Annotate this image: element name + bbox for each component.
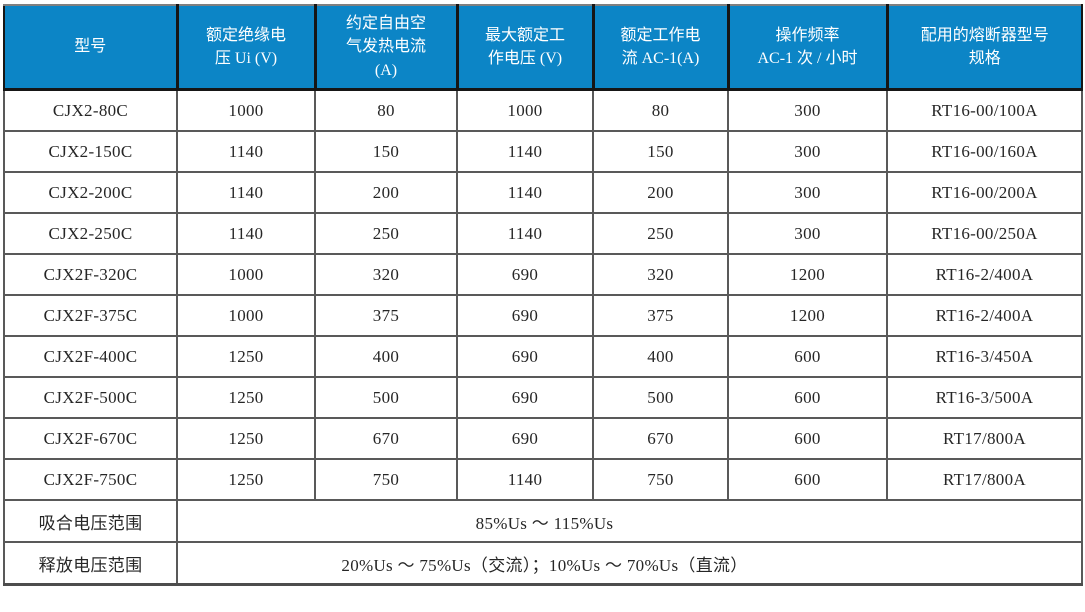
cell: 375 bbox=[592, 294, 729, 337]
cell: 150 bbox=[314, 130, 458, 173]
cell: 1000 bbox=[456, 88, 594, 132]
cell: 400 bbox=[314, 335, 458, 378]
cell: 600 bbox=[727, 376, 888, 419]
cell: 1250 bbox=[176, 458, 316, 501]
model-cell: CJX2F-750C bbox=[3, 458, 178, 501]
cell: 300 bbox=[727, 130, 888, 173]
cell: 600 bbox=[727, 458, 888, 501]
model-cell: CJX2F-400C bbox=[3, 335, 178, 378]
cell: 1250 bbox=[176, 335, 316, 378]
cell: 200 bbox=[314, 171, 458, 214]
cell: 670 bbox=[314, 417, 458, 460]
cell: 1200 bbox=[727, 253, 888, 296]
table-row: CJX2F-500C 1250 500 690 500 600 RT16-3/5… bbox=[3, 376, 1083, 419]
cell: 1250 bbox=[176, 376, 316, 419]
release-voltage-row: 释放电压范围 20%Us ～ 75%Us（交流）；10%Us ～ 70%Us（直… bbox=[3, 541, 1083, 586]
table-row: CJX2F-400C 1250 400 690 400 600 RT16-3/4… bbox=[3, 335, 1083, 378]
fuse-cell: RT16-00/100A bbox=[886, 88, 1083, 132]
cell: 1140 bbox=[176, 212, 316, 255]
col-header-model: 型号 bbox=[3, 4, 179, 91]
model-cell: CJX2-80C bbox=[3, 88, 178, 132]
model-cell: CJX2F-670C bbox=[3, 417, 178, 460]
cell: 1250 bbox=[176, 417, 316, 460]
cell: 600 bbox=[727, 335, 888, 378]
table-row: CJX2-80C 1000 80 1000 80 300 RT16-00/100… bbox=[3, 88, 1083, 132]
fuse-cell: RT16-00/200A bbox=[886, 171, 1083, 214]
cell: 200 bbox=[592, 171, 729, 214]
cell: 1000 bbox=[176, 253, 316, 296]
cell: 1140 bbox=[456, 171, 594, 214]
release-voltage-label: 释放电压范围 bbox=[3, 541, 178, 586]
cell: 690 bbox=[456, 335, 594, 378]
col-header-operation-frequency: 操作频率 AC-1 次 / 小时 bbox=[726, 4, 889, 91]
fuse-cell: RT16-3/500A bbox=[886, 376, 1083, 419]
contactor-spec-table: 型号 额定绝缘电 压 Ui (V) 约定自由空 气发热电流 (A) 最大额定工 … bbox=[3, 4, 1083, 586]
cell: 750 bbox=[592, 458, 729, 501]
cell: 80 bbox=[592, 88, 729, 132]
cell: 670 bbox=[592, 417, 729, 460]
cell: 690 bbox=[456, 417, 594, 460]
table-row: CJX2F-670C 1250 670 690 670 600 RT17/800… bbox=[3, 417, 1083, 460]
cell: 1140 bbox=[176, 171, 316, 214]
cell: 690 bbox=[456, 294, 594, 337]
cell: 320 bbox=[314, 253, 458, 296]
cell: 1140 bbox=[176, 130, 316, 173]
model-cell: CJX2F-320C bbox=[3, 253, 178, 296]
fuse-cell: RT16-00/160A bbox=[886, 130, 1083, 173]
cell: 300 bbox=[727, 88, 888, 132]
table-row: CJX2F-750C 1250 750 1140 750 600 RT17/80… bbox=[3, 458, 1083, 501]
model-cell: CJX2F-500C bbox=[3, 376, 178, 419]
fuse-cell: RT16-00/250A bbox=[886, 212, 1083, 255]
model-cell: CJX2-250C bbox=[3, 212, 178, 255]
cell: 690 bbox=[456, 376, 594, 419]
fuse-cell: RT17/800A bbox=[886, 458, 1083, 501]
model-cell: CJX2-200C bbox=[3, 171, 178, 214]
cell: 375 bbox=[314, 294, 458, 337]
col-header-fuse-spec: 配用的熔断器型号 规格 bbox=[885, 4, 1083, 91]
cell: 1140 bbox=[456, 458, 594, 501]
table-header: 型号 额定绝缘电 压 Ui (V) 约定自由空 气发热电流 (A) 最大额定工 … bbox=[3, 4, 1083, 91]
header-row: 型号 额定绝缘电 压 Ui (V) 约定自由空 气发热电流 (A) 最大额定工 … bbox=[3, 4, 1083, 91]
table-body: CJX2-80C 1000 80 1000 80 300 RT16-00/100… bbox=[3, 88, 1083, 586]
cell: 300 bbox=[727, 171, 888, 214]
cell: 300 bbox=[727, 212, 888, 255]
col-header-max-working-voltage: 最大额定工 作电压 (V) bbox=[455, 4, 595, 91]
model-cell: CJX2F-375C bbox=[3, 294, 178, 337]
cell: 750 bbox=[314, 458, 458, 501]
fuse-cell: RT16-2/400A bbox=[886, 253, 1083, 296]
col-header-insulation-voltage: 额定绝缘电 压 Ui (V) bbox=[175, 4, 317, 91]
cell: 1200 bbox=[727, 294, 888, 337]
table-row: CJX2-150C 1140 150 1140 150 300 RT16-00/… bbox=[3, 130, 1083, 173]
table-row: CJX2-250C 1140 250 1140 250 300 RT16-00/… bbox=[3, 212, 1083, 255]
fuse-cell: RT16-3/450A bbox=[886, 335, 1083, 378]
cell: 80 bbox=[314, 88, 458, 132]
pickup-voltage-value: 85%Us ～ 115%Us bbox=[176, 499, 1083, 543]
table-row: CJX2F-320C 1000 320 690 320 1200 RT16-2/… bbox=[3, 253, 1083, 296]
fuse-cell: RT16-2/400A bbox=[886, 294, 1083, 337]
cell: 1140 bbox=[456, 130, 594, 173]
cell: 1140 bbox=[456, 212, 594, 255]
fuse-cell: RT17/800A bbox=[886, 417, 1083, 460]
pickup-voltage-row: 吸合电压范围 85%Us ～ 115%Us bbox=[3, 499, 1083, 543]
cell: 150 bbox=[592, 130, 729, 173]
cell: 690 bbox=[456, 253, 594, 296]
cell: 1000 bbox=[176, 88, 316, 132]
cell: 500 bbox=[592, 376, 729, 419]
model-cell: CJX2-150C bbox=[3, 130, 178, 173]
col-header-thermal-current: 约定自由空 气发热电流 (A) bbox=[313, 4, 459, 91]
table-row: CJX2-200C 1140 200 1140 200 300 RT16-00/… bbox=[3, 171, 1083, 214]
col-header-working-current: 额定工作电 流 AC-1(A) bbox=[591, 4, 730, 91]
cell: 500 bbox=[314, 376, 458, 419]
cell: 320 bbox=[592, 253, 729, 296]
cell: 1000 bbox=[176, 294, 316, 337]
cell: 250 bbox=[592, 212, 729, 255]
pickup-voltage-label: 吸合电压范围 bbox=[3, 499, 178, 543]
cell: 600 bbox=[727, 417, 888, 460]
cell: 250 bbox=[314, 212, 458, 255]
release-voltage-value: 20%Us ～ 75%Us（交流）；10%Us ～ 70%Us（直流） bbox=[176, 541, 1083, 586]
cell: 400 bbox=[592, 335, 729, 378]
table-row: CJX2F-375C 1000 375 690 375 1200 RT16-2/… bbox=[3, 294, 1083, 337]
